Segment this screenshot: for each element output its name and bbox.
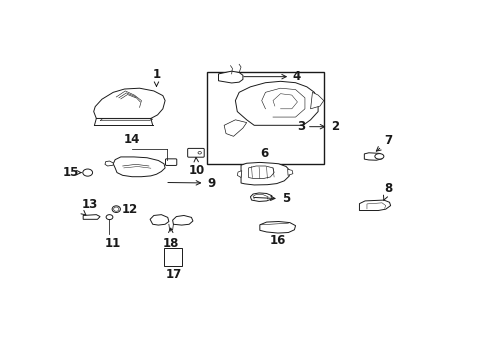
Polygon shape <box>287 169 292 175</box>
Polygon shape <box>113 157 165 177</box>
Text: 18: 18 <box>162 228 179 250</box>
Ellipse shape <box>374 154 383 159</box>
Polygon shape <box>248 166 273 178</box>
Polygon shape <box>150 215 168 225</box>
Polygon shape <box>96 117 152 121</box>
Ellipse shape <box>197 152 201 154</box>
Polygon shape <box>241 162 289 185</box>
Polygon shape <box>250 193 272 201</box>
Polygon shape <box>359 200 390 211</box>
Polygon shape <box>172 216 193 225</box>
Ellipse shape <box>106 215 113 220</box>
Polygon shape <box>235 81 318 125</box>
FancyBboxPatch shape <box>207 72 323 164</box>
Text: 12: 12 <box>121 203 137 216</box>
Ellipse shape <box>112 206 120 212</box>
Text: 16: 16 <box>269 234 286 247</box>
Text: 5: 5 <box>254 192 289 206</box>
Polygon shape <box>218 71 242 83</box>
FancyBboxPatch shape <box>164 248 182 266</box>
Text: 3: 3 <box>297 120 305 133</box>
Text: 10: 10 <box>188 157 204 177</box>
Polygon shape <box>83 215 100 219</box>
FancyBboxPatch shape <box>187 149 204 157</box>
Text: 1: 1 <box>152 68 160 87</box>
Ellipse shape <box>83 169 92 176</box>
Polygon shape <box>93 88 165 119</box>
Text: 6: 6 <box>260 147 268 161</box>
Text: 2: 2 <box>309 120 339 133</box>
Text: 17: 17 <box>165 268 181 281</box>
Text: 4: 4 <box>243 70 301 83</box>
Polygon shape <box>237 171 242 177</box>
Polygon shape <box>363 153 382 160</box>
FancyBboxPatch shape <box>165 159 176 165</box>
Polygon shape <box>259 221 295 233</box>
Text: 13: 13 <box>81 197 97 211</box>
Text: 7: 7 <box>376 134 392 151</box>
Text: 14: 14 <box>123 133 140 146</box>
Polygon shape <box>310 92 323 109</box>
Text: 8: 8 <box>383 182 392 200</box>
Text: 11: 11 <box>105 237 121 250</box>
Polygon shape <box>224 120 246 136</box>
Polygon shape <box>105 161 113 166</box>
Ellipse shape <box>113 207 119 211</box>
Text: 9: 9 <box>167 176 215 190</box>
Text: 15: 15 <box>63 166 79 178</box>
